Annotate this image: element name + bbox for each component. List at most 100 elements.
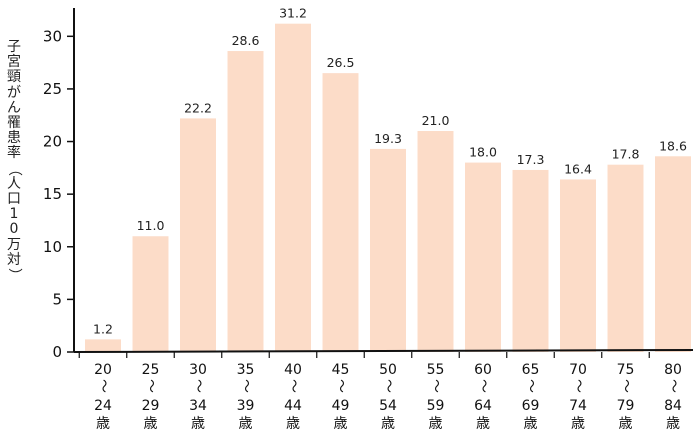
bar: [655, 156, 691, 352]
data-label: 18.6: [659, 138, 687, 153]
bar: [85, 339, 121, 352]
data-label: 19.3: [374, 131, 402, 146]
x-tick-label-to: 54: [379, 398, 397, 414]
x-tick-label-from: 50: [379, 362, 397, 378]
y-axis-label-char: 子: [7, 39, 21, 55]
x-tick-label-from: 35: [237, 362, 255, 378]
x-tick-label-unit: 歳: [429, 416, 443, 432]
x-tick-label-to: 49: [332, 398, 350, 414]
y-tick-label: 10: [43, 238, 62, 256]
bar: [370, 148, 406, 352]
data-label: 11.0: [137, 218, 165, 233]
data-label: 1.2: [93, 321, 113, 336]
y-tick-label: 20: [43, 133, 62, 151]
data-label: 16.4: [564, 161, 592, 176]
data-label: 17.8: [612, 147, 640, 162]
x-tick-label-sep: 〜: [285, 379, 301, 393]
y-axis-label-char: 口: [7, 191, 21, 207]
x-tick-label-from: 40: [284, 362, 302, 378]
bar: [322, 73, 359, 352]
x-tick-label-unit: 歳: [524, 416, 538, 432]
x-tick-label-to: 84: [664, 398, 682, 414]
bar: [607, 164, 644, 352]
x-tick-label-to: 69: [522, 398, 540, 414]
x-tick-label-sep: 〜: [95, 379, 111, 393]
y-tick-label: 0: [52, 343, 62, 361]
x-tick-label-sep: 〜: [238, 379, 254, 393]
x-tick-label-from: 55: [427, 362, 445, 378]
x-tick-label-from: 75: [617, 362, 635, 378]
data-label: 21.0: [422, 113, 450, 128]
data-label: 28.6: [232, 33, 260, 48]
x-tick-label-sep: 〜: [665, 379, 681, 393]
x-tick-label-unit: 歳: [334, 416, 348, 432]
x-tick-label-from: 25: [142, 362, 160, 378]
y-axis-label-char: 1: [9, 206, 19, 223]
data-label: 17.3: [517, 152, 545, 167]
x-tick-label-to: 24: [94, 398, 112, 414]
x-tick-label-to: 29: [142, 398, 160, 414]
x-tick-label-unit: 歳: [191, 416, 205, 432]
x-tick-label-unit: 歳: [666, 416, 680, 432]
y-axis-label-char: 頸: [7, 69, 21, 86]
x-tick-label-sep: 〜: [380, 379, 396, 393]
y-axis-label-char: ん: [7, 99, 21, 116]
x-tick-label-from: 70: [569, 362, 587, 378]
x-tick-label-sep: 〜: [190, 379, 206, 393]
y-tick-label: 30: [43, 27, 62, 45]
y-tick-label: 5: [52, 290, 62, 308]
x-tick-label-unit: 歳: [571, 416, 585, 432]
data-label: 26.5: [327, 55, 355, 70]
x-axis-line: [73, 349, 694, 353]
x-tick-label-sep: 〜: [428, 379, 444, 393]
x-tick-label-unit: 歳: [619, 416, 633, 432]
x-tick-label-sep: 〜: [333, 379, 349, 393]
x-tick-label-to: 39: [237, 398, 255, 414]
x-tick-label-from: 30: [189, 362, 207, 378]
y-axis-label-char: 率: [7, 145, 21, 162]
data-label: 18.0: [469, 145, 497, 160]
x-tick-label-from: 60: [474, 362, 492, 378]
x-tick-label-to: 64: [474, 398, 492, 414]
y-axis-label-char: 宮: [7, 54, 21, 71]
y-axis-label-char: 罹: [7, 115, 21, 131]
bar: [465, 162, 501, 352]
x-tick-label-sep: 〜: [523, 379, 539, 393]
bar: [560, 179, 596, 352]
x-tick-label-from: 65: [522, 362, 540, 378]
x-tick-label-to: 59: [427, 398, 445, 414]
x-tick-label-to: 74: [569, 398, 587, 414]
x-tick-label-unit: 歳: [96, 416, 110, 432]
x-tick-label-to: 34: [189, 398, 207, 414]
bar: [132, 236, 169, 352]
x-tick-label-to: 79: [617, 398, 635, 414]
y-tick-label: 15: [43, 185, 62, 203]
x-tick-label-from: 20: [94, 362, 112, 378]
y-axis-label-char: 万: [7, 236, 21, 253]
x-tick-label-from: 80: [664, 362, 682, 378]
data-label: 22.2: [184, 100, 212, 115]
x-tick-label-to: 44: [284, 398, 302, 414]
bar: [512, 169, 549, 352]
x-tick-label-sep: 〜: [570, 379, 586, 393]
x-tick-label-unit: 歳: [239, 416, 253, 432]
y-axis-label-char: が: [7, 84, 21, 101]
y-axis-label-char: 0: [9, 221, 19, 238]
bar: [275, 23, 311, 353]
y-axis-label-char: 対: [7, 251, 21, 268]
x-tick-label-unit: 歳: [286, 416, 300, 432]
y-axis-label-char: 患: [7, 130, 21, 147]
x-tick-label-sep: 〜: [475, 379, 491, 393]
x-tick-label-unit: 歳: [476, 416, 490, 432]
data-label: 31.2: [279, 6, 307, 21]
x-tick-label-from: 45: [332, 362, 350, 378]
bar: [180, 118, 216, 352]
bar: [227, 51, 264, 352]
y-axis-label-char: 人: [7, 175, 21, 192]
y-tick-label: 25: [43, 80, 62, 98]
x-tick-label-unit: 歳: [381, 416, 395, 432]
bar: [417, 131, 454, 352]
x-tick-label-unit: 歳: [144, 416, 158, 432]
x-tick-label-sep: 〜: [618, 379, 634, 393]
